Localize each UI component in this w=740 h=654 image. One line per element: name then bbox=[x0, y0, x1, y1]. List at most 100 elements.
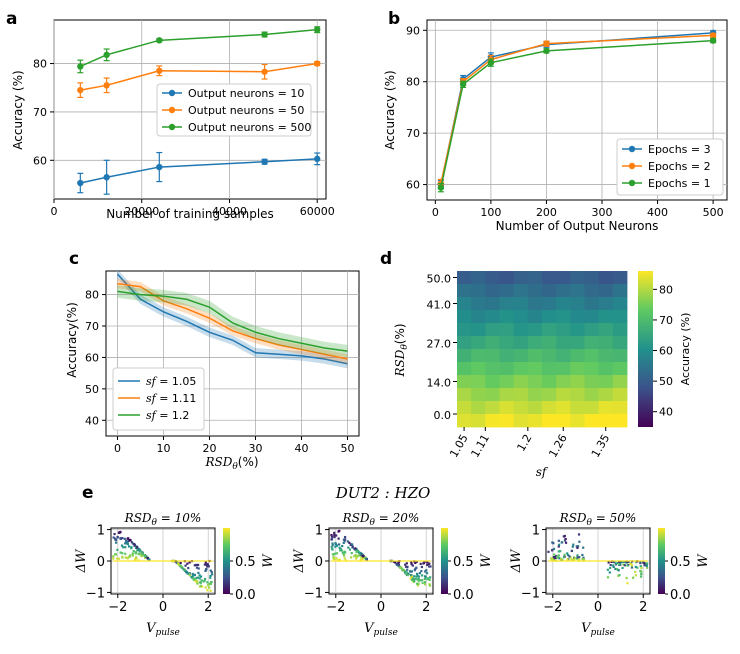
scatter-point bbox=[121, 552, 124, 555]
x-tick-label: 2 bbox=[422, 600, 430, 615]
heatmap-cell bbox=[570, 401, 585, 415]
confidence-band bbox=[117, 278, 348, 364]
scatter-point bbox=[188, 574, 192, 577]
heatmap-cell bbox=[527, 414, 543, 428]
scatter-point bbox=[131, 554, 134, 557]
scatter-point bbox=[639, 564, 642, 568]
y-tick-label: 70 bbox=[85, 320, 99, 333]
scatter-point bbox=[415, 572, 419, 576]
colorbar-tick-label: 0.5 bbox=[235, 555, 256, 570]
scatter-point bbox=[400, 566, 403, 569]
scatter-point bbox=[197, 576, 200, 579]
scatter-point bbox=[428, 562, 431, 565]
scatter-point bbox=[343, 540, 346, 543]
scatter-point bbox=[419, 562, 422, 565]
scatter-point bbox=[564, 537, 567, 541]
scatter-point bbox=[620, 560, 624, 564]
colorbar-tick-label: 0.5 bbox=[453, 555, 474, 570]
heatmap-cell bbox=[612, 271, 628, 285]
scatter-point bbox=[180, 565, 183, 568]
scatter-point bbox=[210, 571, 213, 574]
scatter-point bbox=[428, 578, 431, 581]
data-point bbox=[314, 26, 321, 33]
heatmap-cell bbox=[598, 414, 614, 428]
colorbar-tick-label: 70 bbox=[659, 314, 673, 327]
scatter-point bbox=[134, 546, 138, 550]
heatmap-cell bbox=[513, 284, 529, 298]
heatmap-cell bbox=[542, 271, 557, 285]
heatmap-cell bbox=[584, 375, 600, 389]
scatter-point bbox=[630, 564, 634, 567]
scatter-point bbox=[552, 559, 555, 562]
scatter-point bbox=[634, 574, 638, 577]
heatmap-cell bbox=[542, 349, 557, 363]
x-tick-label: 400 bbox=[647, 206, 668, 219]
heatmap-cell bbox=[457, 310, 472, 324]
scatter-point bbox=[335, 534, 338, 537]
scatter-point bbox=[344, 551, 347, 554]
heatmap-cell bbox=[457, 349, 472, 363]
heatmap-cell bbox=[499, 336, 515, 350]
data-point bbox=[543, 47, 550, 55]
heatmap-cell bbox=[598, 323, 614, 337]
y-tick-label: 60 bbox=[85, 351, 99, 364]
heatmap-cell bbox=[527, 336, 543, 350]
scatter-point bbox=[200, 579, 203, 582]
legend-item: sf = 1.2 bbox=[118, 409, 189, 422]
scatter-point bbox=[612, 560, 615, 563]
heatmap-cell bbox=[598, 336, 614, 350]
scatter-point bbox=[187, 566, 190, 570]
chart-b-xlabel: Number of Output Neurons bbox=[496, 219, 659, 233]
heatmap-cell bbox=[513, 375, 529, 389]
scatter-points bbox=[112, 530, 214, 592]
panel-label-c: c bbox=[69, 249, 79, 269]
scatter-point bbox=[119, 530, 122, 534]
scatter-subplot-1: −2 0 2 −1 0 1 RSDθ = 10% Vpulse ΔW 0.0 0.5 W bbox=[74, 511, 276, 638]
scatter-point bbox=[420, 570, 423, 573]
heatmap-cell bbox=[471, 362, 486, 376]
scatter-point bbox=[209, 574, 212, 577]
scatter-point bbox=[333, 535, 336, 539]
series-3 bbox=[437, 37, 717, 193]
scatter-point bbox=[417, 577, 420, 580]
heatmap-cell bbox=[527, 323, 543, 337]
legend-item: Epochs = 2 bbox=[622, 160, 711, 173]
heatmap-cell bbox=[471, 375, 486, 389]
heatmap-cell bbox=[485, 323, 500, 337]
heatmap-cell bbox=[485, 297, 500, 311]
scatter-point bbox=[402, 568, 405, 572]
scatter-point bbox=[353, 555, 356, 558]
scatter-point bbox=[558, 557, 561, 560]
legend-label: sf = 1.2 bbox=[146, 409, 189, 422]
scatter-point bbox=[617, 560, 621, 563]
scatter-point bbox=[411, 564, 414, 567]
heatmap-cell bbox=[527, 349, 543, 363]
scatter-point bbox=[551, 557, 554, 560]
scatter-point bbox=[209, 582, 212, 586]
scatter-point bbox=[564, 541, 568, 544]
colorbar-tick-label: 80 bbox=[659, 283, 673, 296]
heatmap-cell bbox=[513, 349, 529, 363]
chart-b-frame bbox=[426, 19, 728, 201]
scatter-point bbox=[626, 582, 629, 585]
legend-item: sf = 1.05 bbox=[118, 375, 196, 388]
heatmap-cell bbox=[471, 284, 486, 298]
scatter-point bbox=[193, 564, 196, 567]
scatter-point bbox=[634, 565, 637, 569]
heatmap-cell bbox=[570, 388, 585, 402]
heatmap-cell bbox=[584, 362, 600, 376]
scatter-point bbox=[193, 573, 197, 576]
scatter-point bbox=[625, 576, 628, 580]
colorbar-tick-label: 0.0 bbox=[453, 588, 474, 603]
scatter-point bbox=[415, 575, 418, 578]
series-1 bbox=[116, 269, 348, 369]
scatter-point bbox=[634, 570, 637, 573]
scatter-point bbox=[344, 535, 347, 539]
scatter-point bbox=[646, 566, 649, 569]
heatmap-cell bbox=[457, 336, 472, 350]
scatter-point bbox=[415, 577, 418, 580]
scatter-point bbox=[607, 561, 610, 564]
scatter-point bbox=[331, 542, 334, 545]
heatmap-cell bbox=[485, 414, 500, 428]
